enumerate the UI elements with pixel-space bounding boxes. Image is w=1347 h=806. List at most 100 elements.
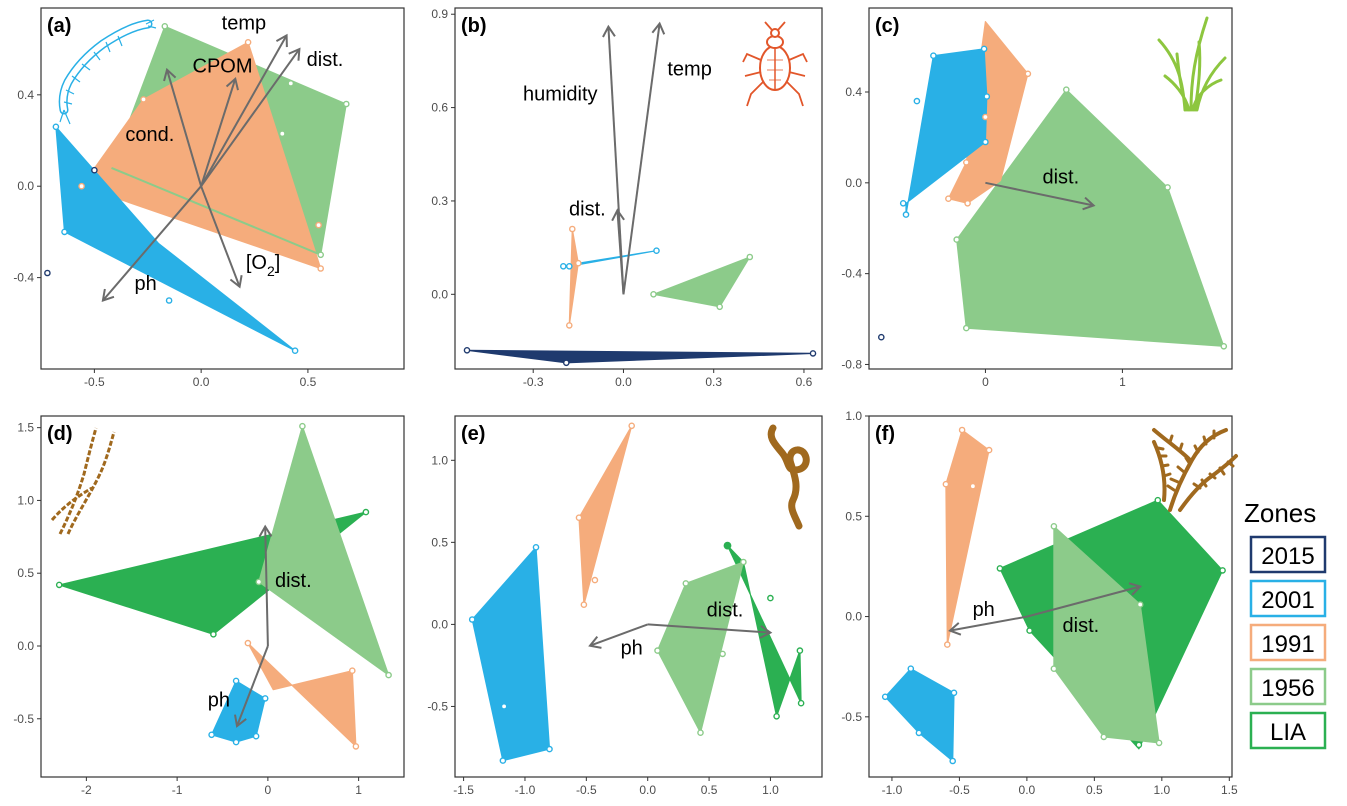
point-2001 bbox=[881, 693, 889, 701]
point-1991 bbox=[944, 641, 951, 648]
vector-arrow bbox=[163, 67, 203, 187]
amphipod-icon bbox=[58, 19, 157, 125]
point-2001 bbox=[653, 247, 660, 254]
vector-arrow bbox=[234, 645, 269, 728]
hull-2001 bbox=[471, 546, 551, 762]
hull-2001 bbox=[211, 680, 266, 743]
point-2001 bbox=[560, 262, 567, 270]
vector-label: ph bbox=[973, 599, 995, 621]
vector-arrow bbox=[622, 21, 666, 295]
point-2015 bbox=[44, 269, 51, 277]
y-tick-label: 0.3 bbox=[431, 194, 448, 208]
point-1956 bbox=[963, 324, 970, 332]
x-tick-label: -1 bbox=[172, 783, 183, 797]
point-2001 bbox=[468, 616, 476, 623]
point-2001 bbox=[208, 731, 215, 739]
point-1991 bbox=[352, 743, 360, 750]
x-tick-label: -1.5 bbox=[453, 783, 474, 797]
point-1956 bbox=[1050, 665, 1058, 673]
vector-label: ph bbox=[621, 637, 643, 659]
hull-2015 bbox=[466, 349, 814, 364]
vector-label: dist. bbox=[1063, 615, 1100, 637]
point-1991 bbox=[591, 576, 599, 584]
point-1991 bbox=[244, 639, 252, 647]
vector-arrow bbox=[985, 181, 1096, 211]
legend-swatch-2015 bbox=[1249, 535, 1327, 574]
y-tick-label: 0.5 bbox=[845, 509, 862, 523]
x-tick-label: 1.5 bbox=[1221, 783, 1238, 797]
point-lia bbox=[1219, 567, 1226, 574]
plot-frame bbox=[868, 415, 1233, 778]
hull-1956 bbox=[1053, 525, 1160, 744]
point-1956 bbox=[299, 422, 306, 430]
point-1956 bbox=[654, 647, 661, 654]
vector-label: dist. bbox=[307, 49, 344, 71]
x-tick-label: 0.0 bbox=[615, 375, 632, 389]
point-2001 bbox=[982, 138, 989, 146]
vector-arrow bbox=[647, 623, 773, 639]
vector-label: cond. bbox=[125, 124, 174, 146]
point-1991 bbox=[963, 159, 970, 166]
x-tick-label: 0.0 bbox=[1019, 783, 1036, 797]
point-1956 bbox=[1220, 342, 1228, 350]
vector-arrow bbox=[200, 33, 288, 187]
x-tick-label: 1.0 bbox=[1153, 783, 1170, 797]
vector-label: temp bbox=[222, 12, 266, 34]
point-1991 bbox=[580, 601, 588, 609]
panel-b: humidity temp dist. -0.3 0.0 0.3 0.6 0.0 0.3 0.6 0… bbox=[431, 7, 823, 389]
point-1991 bbox=[628, 422, 636, 430]
y-tick-label: 0.0 bbox=[431, 287, 448, 301]
legend-swatch-lia bbox=[1249, 711, 1327, 750]
point-2001 bbox=[165, 297, 173, 304]
point-lia bbox=[796, 647, 804, 654]
plot-frame bbox=[454, 415, 823, 778]
point-1956 bbox=[317, 251, 325, 259]
x-tick-label: -0.5 bbox=[576, 783, 597, 797]
y-tick-label: 0.0 bbox=[431, 617, 448, 631]
x-tick-label: -0.3 bbox=[523, 375, 544, 389]
point-2001 bbox=[980, 45, 988, 53]
hull-1956 bbox=[656, 561, 745, 734]
point-lia bbox=[773, 713, 780, 720]
panel-label: (e) bbox=[461, 423, 485, 445]
point-2001 bbox=[291, 347, 299, 355]
legend-label-2001: 2001 bbox=[1261, 587, 1314, 614]
point-1991 bbox=[958, 426, 966, 434]
vector-label: ph bbox=[208, 690, 230, 712]
point-2001 bbox=[261, 695, 269, 702]
point-lia bbox=[797, 699, 805, 707]
point-2001 bbox=[546, 745, 553, 753]
vector-label: humidity bbox=[523, 83, 597, 105]
y-tick-label: -0.5 bbox=[13, 712, 34, 726]
point-1956 bbox=[697, 729, 704, 737]
point-2001 bbox=[983, 93, 991, 100]
hull-1956 bbox=[956, 89, 1225, 347]
point-1956 bbox=[1100, 733, 1108, 741]
x-tick-label: 0.0 bbox=[639, 783, 656, 797]
point-1991 bbox=[317, 265, 325, 272]
panel-label: (f) bbox=[875, 423, 895, 445]
x-tick-label: 0.0 bbox=[193, 375, 210, 389]
legend-label-1991: 1991 bbox=[1261, 631, 1314, 658]
grass-icon bbox=[1157, 16, 1227, 112]
vector-label: dist. bbox=[275, 570, 312, 592]
point-1956 bbox=[255, 578, 263, 586]
hull-1956 bbox=[652, 256, 751, 308]
point-2001 bbox=[232, 677, 240, 685]
legend-swatch-2001 bbox=[1249, 579, 1327, 618]
point-1991 bbox=[969, 482, 977, 490]
point-1956 bbox=[650, 290, 657, 298]
beetle-icon bbox=[742, 21, 808, 107]
point-1956 bbox=[287, 80, 295, 87]
plot-frame bbox=[40, 415, 405, 778]
point-2001 bbox=[949, 757, 957, 765]
point-1991 bbox=[569, 225, 576, 233]
liverwort-icon bbox=[1152, 428, 1238, 512]
point-2001 bbox=[532, 544, 540, 551]
point-1956 bbox=[1164, 184, 1171, 191]
point-2001 bbox=[915, 729, 923, 737]
legend-label-2015: 2015 bbox=[1261, 543, 1314, 570]
vector-label: [O2] bbox=[246, 252, 280, 278]
hull-edge-1956 bbox=[111, 166, 322, 256]
point-lia bbox=[210, 631, 217, 638]
